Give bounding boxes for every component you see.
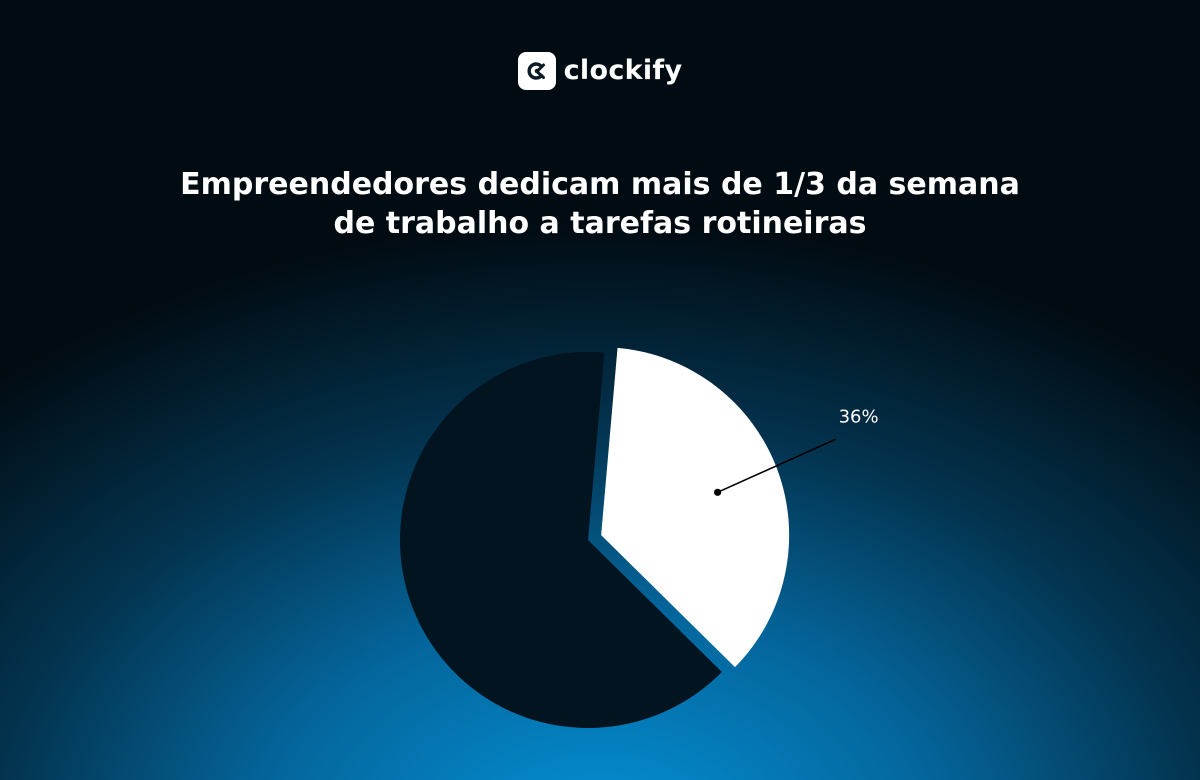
slice-label-dot xyxy=(713,488,722,496)
chart-title-line-1: Empreendedores dedicam mais de 1/3 da se… xyxy=(180,167,1020,202)
pie-slice-1 xyxy=(601,347,790,668)
slice-label: 36% xyxy=(839,406,879,427)
brand-logo: clockify xyxy=(0,52,1200,90)
brand-name: clockify xyxy=(563,55,683,86)
clockify-logo-icon xyxy=(517,52,556,90)
chart-title-line-2: de trabalho a tarefas rotineiras xyxy=(333,206,867,241)
pie-slice-2 xyxy=(400,352,722,728)
slice-label-leader-line xyxy=(717,438,836,494)
chart-title: Empreendedores dedicam mais de 1/3 da se… xyxy=(100,165,1100,243)
